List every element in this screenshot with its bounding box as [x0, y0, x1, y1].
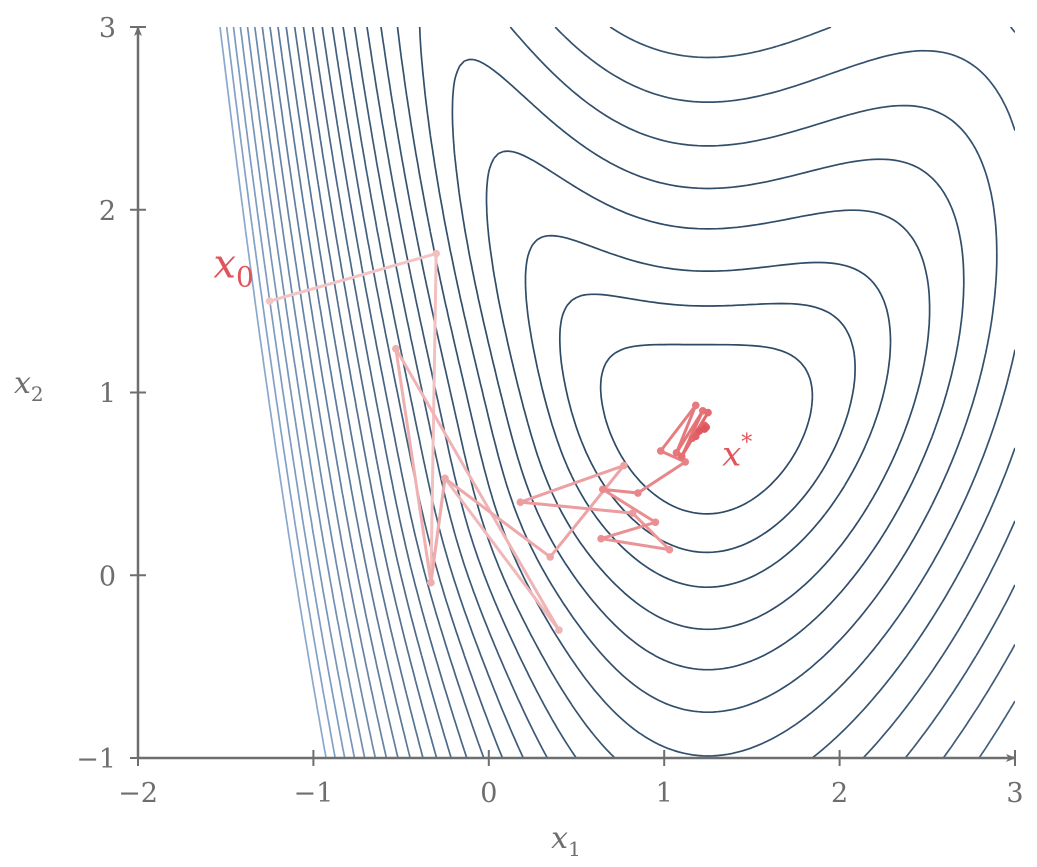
trajectory-segment	[601, 487, 640, 495]
contour-level-16	[293, 27, 438, 758]
contour-level-13	[321, 27, 1015, 758]
annotation-subscript: 0	[236, 260, 254, 293]
y-tick-label: 1	[99, 379, 116, 410]
trajectory-point	[392, 344, 400, 353]
contour-level-22	[246, 27, 366, 758]
x-tick-label: −2	[118, 778, 158, 809]
trajectory-segment	[443, 476, 552, 559]
x-axis-label-subscript: 1	[568, 837, 581, 861]
trajectory-point	[441, 474, 449, 483]
start-point-label: x0	[213, 241, 253, 293]
contour-level-6	[418, 27, 998, 714]
contour-level-21	[253, 27, 377, 758]
x-tick-label: −1	[293, 778, 333, 809]
y-tick-label: 2	[99, 196, 116, 227]
x-axis-label: x1	[551, 821, 581, 861]
x-axis-label-main: x	[551, 821, 568, 856]
trajectory-segment	[429, 252, 438, 585]
trajectory-segment	[599, 537, 671, 552]
contour-level-11	[342, 27, 1015, 758]
contour-lines	[219, 27, 1015, 758]
contour-level-26	[219, 27, 327, 758]
trajectory-point	[634, 489, 642, 497]
trajectory-segment	[518, 500, 635, 515]
trajectory-segment	[601, 487, 657, 524]
contour-level-14	[311, 27, 468, 758]
contour-level-25	[225, 27, 337, 758]
y-axis-label-main: x	[14, 366, 31, 401]
trajectory-point	[427, 578, 435, 587]
y-tick-label: −1	[76, 744, 116, 775]
contour-level-5	[451, 58, 965, 671]
contour-level-8	[380, 27, 1015, 758]
y-ticks: −1 0 1 2 3	[76, 13, 146, 775]
trajectory-point	[656, 447, 665, 455]
x-tick-label: 2	[831, 778, 848, 809]
trajectory-segment	[659, 403, 698, 453]
trajectory-point	[599, 485, 607, 494]
trajectory-point	[677, 452, 686, 461]
trajectory-segment	[394, 347, 561, 632]
contour-level-18	[277, 27, 412, 758]
trajectory-point	[704, 408, 712, 417]
trajectory-point	[546, 553, 554, 561]
contour-level-7	[396, 27, 1015, 757]
trajectory-point	[555, 626, 563, 634]
trajectory-point	[265, 297, 274, 305]
contour-level-9	[366, 27, 1015, 758]
y-tick-label: 0	[99, 561, 116, 592]
contour-level-4	[485, 150, 931, 631]
trajectory-point	[597, 534, 605, 543]
annotation-main: x	[722, 435, 741, 475]
annotation-superscript: *	[741, 431, 752, 456]
contour-level-15	[302, 27, 453, 758]
trajectory-segment	[429, 476, 447, 585]
x-ticks: −2 −1 0 1 2 3	[118, 750, 1024, 809]
trajectory-segment	[394, 347, 433, 585]
annotations: x0x*	[213, 241, 752, 474]
contour-level-23	[239, 27, 356, 758]
trajectory-point	[651, 518, 660, 527]
trajectory-point	[681, 458, 690, 466]
y-tick-label: 3	[99, 13, 116, 44]
trajectory-point	[691, 401, 700, 410]
contour-level-20	[261, 27, 388, 758]
x-tick-label: 1	[656, 778, 673, 809]
trajectory-point	[516, 498, 525, 506]
optimization-trajectory	[265, 249, 712, 634]
trajectory-segment	[631, 511, 671, 552]
optimum-label: x*	[722, 431, 752, 475]
contour-level-24	[232, 27, 346, 758]
trajectory-point	[665, 545, 674, 554]
contour-level-19	[269, 27, 399, 758]
trajectory-point	[620, 461, 628, 470]
trajectory-segment	[548, 464, 626, 559]
trajectory-segment	[268, 252, 438, 303]
y-axis-label: x2	[14, 366, 44, 406]
trajectory-segment	[443, 476, 561, 632]
trajectory-point	[700, 425, 709, 433]
trajectory-segment	[636, 460, 687, 495]
trajectory-point	[691, 432, 700, 441]
contour-level-17	[285, 27, 424, 758]
x-tick-label: 0	[480, 778, 497, 809]
x-tick-label: 3	[1006, 778, 1023, 809]
contour-level-3	[524, 234, 892, 589]
trajectory-segment	[599, 520, 657, 541]
contour-level-10	[353, 27, 1015, 758]
y-axis-label-subscript: 2	[31, 382, 44, 406]
annotation-main: x	[213, 241, 236, 287]
trajectory-point	[628, 509, 637, 517]
trajectory-segment	[518, 464, 626, 504]
trajectory-point	[432, 249, 440, 258]
